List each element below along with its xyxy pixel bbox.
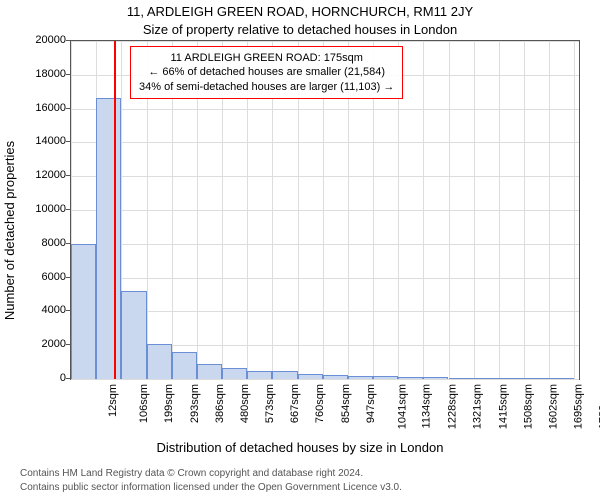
y-tick-label: 2000 [26, 338, 66, 350]
annotation-line1: 11 ARDLEIGH GREEN ROAD: 175sqm [139, 51, 394, 65]
histogram-bar [272, 371, 297, 379]
histogram-bar [549, 378, 574, 379]
x-tick-label: 667sqm [289, 384, 301, 423]
y-tick-label: 0 [26, 372, 66, 384]
y-tick-label: 12000 [26, 169, 66, 181]
y-tick-mark [66, 40, 70, 41]
histogram-bar [499, 378, 524, 379]
annotation-line3: 34% of semi-detached houses are larger (… [139, 80, 394, 94]
footer-line1: Contains HM Land Registry data © Crown c… [20, 468, 580, 479]
y-tick-label: 16000 [26, 102, 66, 114]
x-tick-label: 480sqm [239, 384, 251, 423]
y-axis-label: Number of detached properties [2, 0, 18, 460]
gridline-h [71, 379, 579, 380]
annotation-box: 11 ARDLEIGH GREEN ROAD: 175sqm← 66% of d… [130, 46, 403, 99]
x-axis-label: Distribution of detached houses by size … [0, 440, 600, 455]
x-tick-label: 12sqm [107, 384, 119, 417]
gridline-v [449, 41, 450, 379]
x-tick-label: 1134sqm [420, 384, 432, 428]
x-tick-label: 1228sqm [446, 384, 458, 429]
histogram-bar [96, 98, 121, 379]
x-tick-label: 760sqm [314, 384, 326, 423]
chart-title-line2: Size of property relative to detached ho… [0, 22, 600, 37]
histogram-bar [423, 377, 448, 379]
y-tick-label: 10000 [26, 203, 66, 215]
x-tick-label: 947sqm [365, 384, 377, 423]
histogram-bar [449, 378, 474, 379]
histogram-bar [172, 352, 197, 379]
histogram-bar [474, 378, 499, 379]
y-tick-label: 4000 [26, 304, 66, 316]
histogram-bar [298, 374, 323, 379]
x-tick-label: 106sqm [138, 384, 150, 423]
x-tick-label: 854sqm [340, 384, 352, 423]
x-tick-label: 1321sqm [471, 384, 483, 429]
y-tick-mark [66, 378, 70, 379]
y-tick-mark [66, 175, 70, 176]
gridline-v [524, 41, 525, 379]
x-tick-label: 573sqm [264, 384, 276, 423]
histogram-bar [222, 368, 247, 379]
y-tick-mark [66, 243, 70, 244]
chart-container: 11, ARDLEIGH GREEN ROAD, HORNCHURCH, RM1… [0, 0, 600, 500]
y-tick-mark [66, 209, 70, 210]
x-tick-label: 1415sqm [497, 384, 509, 429]
gridline-v [574, 41, 575, 379]
y-tick-label: 14000 [26, 135, 66, 147]
property-marker-line [114, 41, 116, 379]
y-tick-mark [66, 344, 70, 345]
y-tick-mark [66, 74, 70, 75]
x-tick-label: 1602sqm [547, 384, 559, 429]
histogram-bar [121, 291, 146, 379]
y-tick-mark [66, 277, 70, 278]
x-tick-label: 199sqm [163, 384, 175, 423]
histogram-bar [524, 378, 549, 379]
chart-title-line1: 11, ARDLEIGH GREEN ROAD, HORNCHURCH, RM1… [0, 4, 600, 19]
histogram-bar [398, 377, 423, 379]
x-tick-label: 293sqm [189, 384, 201, 423]
histogram-bar [197, 364, 222, 379]
gridline-v [423, 41, 424, 379]
histogram-bar [147, 344, 172, 379]
y-tick-label: 18000 [26, 68, 66, 80]
histogram-bar [323, 375, 348, 379]
footer-line2: Contains public sector information licen… [20, 482, 580, 493]
gridline-v [474, 41, 475, 379]
histogram-bar [348, 376, 373, 379]
gridline-v [499, 41, 500, 379]
x-tick-label: 386sqm [214, 384, 226, 423]
histogram-bar [71, 244, 96, 379]
y-tick-mark [66, 141, 70, 142]
y-tick-label: 6000 [26, 271, 66, 283]
y-tick-mark [66, 108, 70, 109]
x-tick-label: 1695sqm [572, 384, 584, 429]
y-tick-label: 8000 [26, 237, 66, 249]
y-tick-mark [66, 310, 70, 311]
x-tick-label: 1041sqm [396, 384, 408, 429]
gridline-v [549, 41, 550, 379]
histogram-bar [373, 376, 398, 379]
x-tick-label: 1508sqm [522, 384, 534, 429]
y-tick-label: 20000 [26, 34, 66, 46]
histogram-bar [247, 371, 272, 379]
annotation-line2: ← 66% of detached houses are smaller (21… [139, 65, 394, 79]
y-axis-label-text: Number of detached properties [3, 140, 18, 319]
